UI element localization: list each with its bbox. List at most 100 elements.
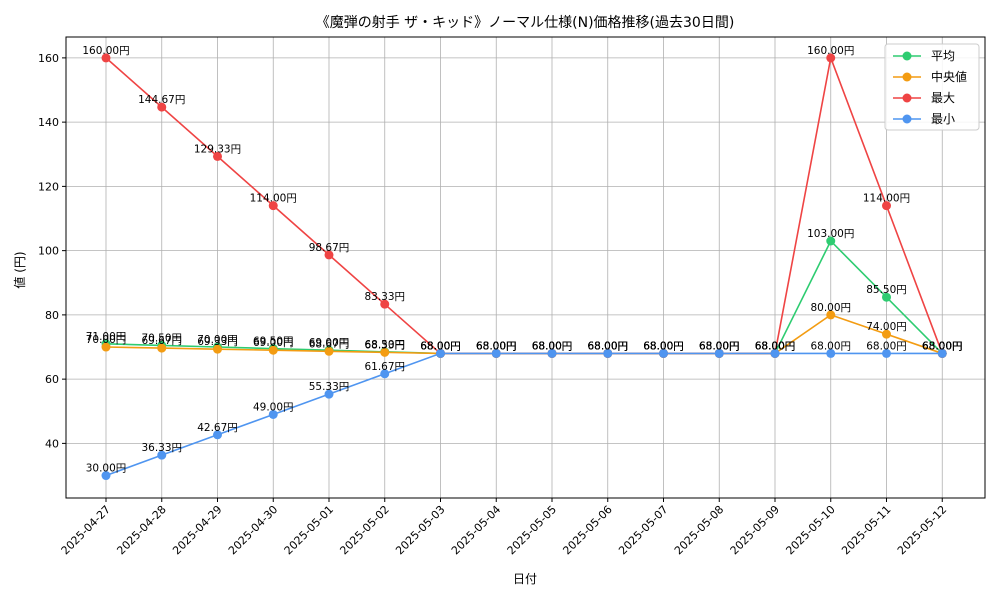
y-tick-label: 60: [45, 373, 59, 386]
data-label: 144.67円: [138, 94, 185, 106]
data-label: 68.00円: [420, 340, 461, 352]
data-label: 68.00円: [420, 340, 461, 352]
x-tick-label: 2025-04-28: [114, 503, 168, 557]
data-label: 68.33円: [364, 339, 405, 351]
legend-marker: [902, 72, 912, 82]
data-point: [324, 250, 334, 260]
data-label: 68.00円: [699, 340, 740, 352]
data-label: 69.00円: [309, 337, 350, 349]
x-axis-label: 日付: [513, 572, 537, 586]
data-label: 114.00円: [863, 193, 910, 205]
plot-frame: [65, 36, 986, 499]
data-label: 68.00円: [587, 340, 628, 352]
x-tick-label: 2025-05-11: [839, 503, 893, 557]
data-label: 68.67円: [309, 338, 350, 350]
data-label: 68.00円: [420, 340, 461, 352]
data-point: [882, 292, 891, 302]
legend-marker: [902, 93, 912, 103]
data-point: [380, 299, 390, 309]
data-label: 61.67円: [364, 361, 405, 373]
legend-marker: [902, 51, 912, 61]
data-label: 71.00円: [86, 331, 127, 343]
data-label: 74.00円: [866, 321, 907, 333]
data-label: 68.00円: [866, 340, 907, 352]
data-point: [268, 409, 278, 419]
grid-layer: [66, 37, 985, 498]
data-label: 68.00円: [755, 340, 796, 352]
data-point: [101, 471, 111, 481]
x-tick-label: 2025-04-29: [170, 503, 224, 557]
legend-label: 中央値: [931, 69, 967, 84]
data-label: 103.00円: [807, 228, 854, 240]
data-point: [213, 344, 222, 354]
data-label: 129.33円: [194, 143, 241, 155]
data-point: [882, 201, 891, 211]
data-point: [547, 348, 557, 358]
data-label: 70.50円: [141, 332, 182, 344]
data-point: [659, 348, 668, 358]
data-label: 68.00円: [922, 340, 963, 352]
data-label: 68.00円: [922, 340, 963, 352]
data-point: [101, 342, 111, 352]
data-point: [157, 102, 167, 112]
data-point: [937, 348, 947, 358]
data-point: [157, 343, 167, 353]
data-label: 68.00円: [643, 340, 684, 352]
data-label: 68.00円: [643, 340, 684, 352]
data-point: [714, 348, 724, 358]
data-point: [436, 348, 445, 358]
data-label: 68.00円: [755, 340, 796, 352]
data-point: [380, 369, 390, 379]
data-label: 68.00円: [532, 340, 573, 352]
data-point: [882, 348, 891, 358]
chart-title: 《魔弾の射手 ザ・キッド》ノーマル仕様(N)価格推移(過去30日間): [316, 15, 735, 31]
data-label: 85.50円: [866, 284, 907, 296]
y-tick-label: 100: [38, 245, 59, 258]
data-label: 68.00円: [476, 340, 517, 352]
x-tick-label: 2025-05-06: [560, 503, 614, 557]
x-tick-label: 2025-05-09: [728, 503, 782, 557]
y-tick-label: 140: [38, 116, 59, 129]
data-point: [268, 345, 278, 355]
data-label: 114.00円: [250, 193, 297, 205]
data-label: 70.00円: [197, 334, 238, 346]
data-label: 70.00円: [86, 334, 127, 346]
data-point: [826, 53, 836, 63]
data-label: 83.33円: [364, 291, 405, 303]
data-label: 68.00円: [476, 340, 517, 352]
data-label: 55.33円: [309, 381, 350, 393]
data-point: [826, 348, 836, 358]
data-point: [324, 346, 334, 356]
legend-marker: [902, 114, 912, 124]
data-label: 160.00円: [807, 45, 854, 57]
x-tick-label: 2025-05-07: [616, 503, 670, 557]
data-point: [380, 347, 390, 357]
data-point: [826, 236, 836, 246]
data-point: [157, 450, 167, 460]
data-label: 68.00円: [755, 340, 796, 352]
y-tick-label: 40: [45, 437, 59, 450]
data-label: 68.00円: [476, 340, 517, 352]
data-label: 68.00円: [810, 340, 851, 352]
data-label: 68.00円: [532, 340, 573, 352]
data-label: 68.00円: [699, 340, 740, 352]
series-line-3: [105, 352, 943, 477]
x-tick-label: 2025-05-05: [505, 503, 559, 557]
legend-label: 最小: [931, 112, 955, 126]
y-tick-label: 80: [45, 309, 59, 322]
y-tick-label: 160: [38, 52, 59, 65]
data-point: [882, 329, 891, 339]
data-label: 69.00円: [253, 337, 294, 349]
data-labels-layer: 71.00円 70.50円 70.00円 69.50円 69.00円 68.50円 68.0…: [82, 45, 962, 475]
data-label: 68.00円: [587, 340, 628, 352]
data-label: 160.00円: [82, 45, 129, 57]
data-point: [603, 348, 613, 358]
x-tick-label: 2025-05-02: [337, 503, 391, 557]
x-tick-label: 2025-04-27: [59, 503, 113, 557]
data-label: 69.67円: [141, 335, 182, 347]
x-tick-label: 2025-05-10: [783, 503, 837, 557]
x-tick-label: 2025-05-04: [449, 503, 503, 557]
